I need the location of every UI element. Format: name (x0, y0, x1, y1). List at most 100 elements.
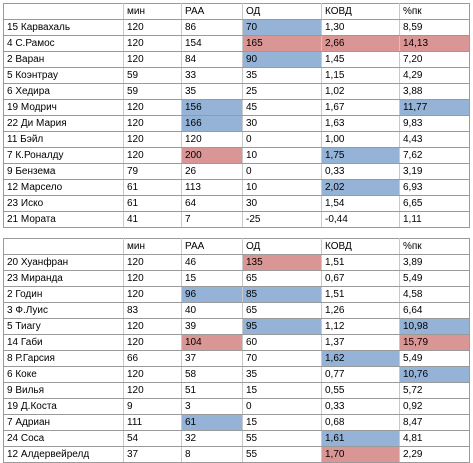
stat-cell[interactable]: 3,88 (399, 83, 470, 100)
stat-cell[interactable]: 1,51 (321, 286, 400, 303)
stat-cell[interactable]: 120 (123, 147, 182, 164)
stat-cell[interactable]: 15 (242, 382, 322, 399)
stat-cell[interactable]: 200 (181, 147, 243, 164)
header-cell[interactable]: ОД (242, 3, 322, 20)
stat-cell[interactable]: 4,58 (399, 286, 470, 303)
player-cell[interactable]: 14 Габи (3, 334, 124, 351)
stat-cell[interactable]: 1,63 (321, 115, 400, 132)
player-cell[interactable]: 6 Хедира (3, 83, 124, 100)
stat-cell[interactable]: 41 (123, 211, 182, 228)
stat-cell[interactable]: 7,62 (399, 147, 470, 164)
stat-cell[interactable]: 1,45 (321, 51, 400, 68)
stat-cell[interactable]: 111 (123, 414, 182, 431)
stat-cell[interactable]: 1,11 (399, 211, 470, 228)
stat-cell[interactable]: 51 (181, 382, 243, 399)
stat-cell[interactable]: 0,67 (321, 270, 400, 287)
stat-cell[interactable]: 30 (242, 115, 322, 132)
player-cell[interactable]: 8 Р.Гарсия (3, 350, 124, 367)
stat-cell[interactable]: 1,00 (321, 131, 400, 148)
player-cell[interactable]: 7 К.Роналду (3, 147, 124, 164)
stat-cell[interactable]: 0 (242, 163, 322, 180)
header-cell[interactable]: РАА (181, 3, 243, 20)
player-cell[interactable]: 21 Мората (3, 211, 124, 228)
stat-cell[interactable]: 60 (242, 334, 322, 351)
stat-cell[interactable]: 32 (181, 430, 243, 447)
stat-cell[interactable]: 35 (181, 83, 243, 100)
stat-cell[interactable]: 4,43 (399, 131, 470, 148)
stat-cell[interactable]: 90 (242, 51, 322, 68)
stat-cell[interactable]: 120 (123, 366, 182, 383)
stat-cell[interactable]: 7,20 (399, 51, 470, 68)
player-cell[interactable]: 9 Бензема (3, 163, 124, 180)
stat-cell[interactable]: 65 (242, 270, 322, 287)
player-cell[interactable]: 6 Коке (3, 366, 124, 383)
stat-cell[interactable]: 8,47 (399, 414, 470, 431)
stat-cell[interactable]: 33 (181, 67, 243, 84)
stat-cell[interactable]: 2,02 (321, 179, 400, 196)
stat-cell[interactable]: 85 (242, 286, 322, 303)
stat-cell[interactable]: 35 (242, 366, 322, 383)
stat-cell[interactable]: 5,49 (399, 350, 470, 367)
stat-cell[interactable]: 0,33 (321, 163, 400, 180)
stat-cell[interactable]: 0 (242, 131, 322, 148)
player-cell[interactable]: 4 С.Рамос (3, 35, 124, 52)
stat-cell[interactable]: 3 (181, 398, 243, 415)
stat-cell[interactable]: 15 (181, 270, 243, 287)
stat-cell[interactable]: 1,51 (321, 254, 400, 271)
stat-cell[interactable]: 25 (242, 83, 322, 100)
header-cell[interactable]: КОВД (321, 238, 400, 255)
stat-cell[interactable]: 1,30 (321, 19, 400, 36)
stat-cell[interactable]: 58 (181, 366, 243, 383)
stat-cell[interactable]: 37 (181, 350, 243, 367)
player-cell[interactable]: 23 Иско (3, 195, 124, 212)
stat-cell[interactable]: 0 (242, 398, 322, 415)
stat-cell[interactable]: 0,92 (399, 398, 470, 415)
stat-cell[interactable]: 120 (181, 131, 243, 148)
stat-cell[interactable]: 79 (123, 163, 182, 180)
stat-cell[interactable]: 1,15 (321, 67, 400, 84)
stat-cell[interactable]: 96 (181, 286, 243, 303)
header-cell[interactable] (3, 3, 124, 20)
player-cell[interactable]: 15 Карвахаль (3, 19, 124, 36)
player-cell[interactable]: 19 Модрич (3, 99, 124, 116)
stat-cell[interactable]: 10 (242, 147, 322, 164)
stat-cell[interactable]: 0,77 (321, 366, 400, 383)
stat-cell[interactable]: 1,12 (321, 318, 400, 335)
player-cell[interactable]: 3 Ф.Луис (3, 302, 124, 319)
header-cell[interactable]: КОВД (321, 3, 400, 20)
stat-cell[interactable]: 3,19 (399, 163, 470, 180)
stat-cell[interactable]: 14,13 (399, 35, 470, 52)
stat-cell[interactable]: 113 (181, 179, 243, 196)
header-cell[interactable]: РАА (181, 238, 243, 255)
stat-cell[interactable]: 61 (123, 179, 182, 196)
stat-cell[interactable]: 135 (242, 254, 322, 271)
stat-cell[interactable]: 1,02 (321, 83, 400, 100)
stat-cell[interactable]: 95 (242, 318, 322, 335)
header-cell[interactable]: %пк (399, 3, 470, 20)
stat-cell[interactable]: 26 (181, 163, 243, 180)
stat-cell[interactable]: -0,44 (321, 211, 400, 228)
stat-cell[interactable]: 8,59 (399, 19, 470, 36)
stat-cell[interactable]: 46 (181, 254, 243, 271)
stat-cell[interactable]: 83 (123, 302, 182, 319)
stat-cell[interactable]: 1,62 (321, 350, 400, 367)
stat-cell[interactable]: 4,81 (399, 430, 470, 447)
stat-cell[interactable]: 0,55 (321, 382, 400, 399)
stat-cell[interactable]: 120 (123, 318, 182, 335)
stat-cell[interactable]: 1,37 (321, 334, 400, 351)
stat-cell[interactable]: 6,93 (399, 179, 470, 196)
stat-cell[interactable]: 54 (123, 430, 182, 447)
stat-cell[interactable]: 84 (181, 51, 243, 68)
player-cell[interactable]: 19 Д.Коста (3, 398, 124, 415)
stat-cell[interactable]: 9 (123, 398, 182, 415)
stat-cell[interactable]: 86 (181, 19, 243, 36)
stat-cell[interactable]: 5,72 (399, 382, 470, 399)
stat-cell[interactable]: 10 (242, 179, 322, 196)
stat-cell[interactable]: 40 (181, 302, 243, 319)
stat-cell[interactable]: 7 (181, 211, 243, 228)
stat-cell[interactable]: 120 (123, 382, 182, 399)
stat-cell[interactable]: 35 (242, 67, 322, 84)
stat-cell[interactable]: 4,29 (399, 67, 470, 84)
stat-cell[interactable]: 120 (123, 19, 182, 36)
stat-cell[interactable]: 30 (242, 195, 322, 212)
